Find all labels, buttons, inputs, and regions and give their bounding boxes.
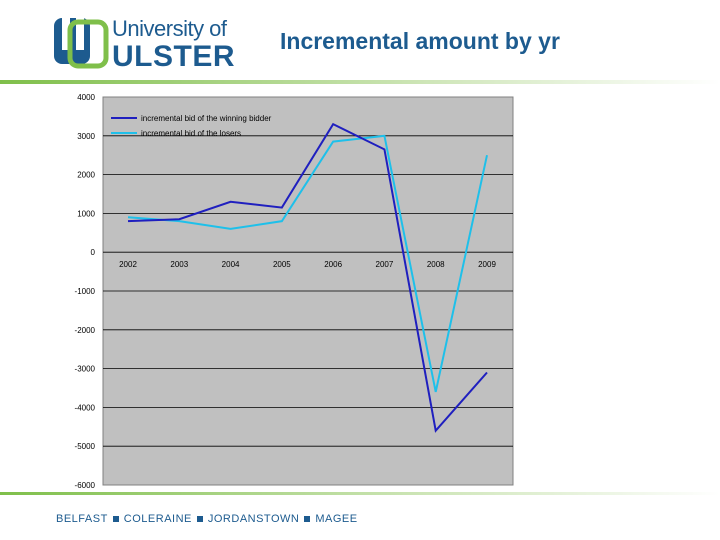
header-divider xyxy=(0,80,720,84)
y-tick-label: -3000 xyxy=(75,365,96,374)
footer-separator xyxy=(304,515,311,522)
y-tick-label: 4000 xyxy=(77,93,95,102)
y-tick-label: -2000 xyxy=(75,326,96,335)
series-line-losers xyxy=(127,134,488,393)
y-tick-label: -4000 xyxy=(75,403,96,412)
y-tick-label: 3000 xyxy=(77,132,95,141)
series-line-winning-bidder xyxy=(127,122,488,433)
y-tick-label: 0 xyxy=(91,248,96,257)
footer-campus-magee: MAGEE xyxy=(315,513,358,525)
legend-label: incremental bid of the losers xyxy=(141,129,241,138)
x-tick-label: 2009 xyxy=(478,260,496,269)
footer-campus-coleraine: COLERAINE xyxy=(123,513,192,525)
footer-campus-jordanstown: JORDANSTOWN xyxy=(207,513,300,525)
campus-footer: BELFAST COLERAINE JORDANSTOWN MAGEE xyxy=(56,513,358,525)
y-tick-label: -6000 xyxy=(75,481,96,490)
y-tick-label: -5000 xyxy=(75,442,96,451)
y-tick-label: -1000 xyxy=(75,287,96,296)
x-tick-label: 2002 xyxy=(119,260,137,269)
footer-divider xyxy=(0,492,720,495)
y-tick-label: 2000 xyxy=(77,171,95,180)
footer-separator xyxy=(112,515,119,522)
x-tick-label: 2003 xyxy=(170,260,188,269)
legend-label: incremental bid of the winning bidder xyxy=(141,114,272,123)
ulster-emblem-icon xyxy=(54,18,109,69)
university-logo: University of ULSTER xyxy=(52,14,235,73)
x-tick-label: 2004 xyxy=(222,260,240,269)
logo-text-university: University of xyxy=(112,16,227,41)
slide-title: Incremental amount by yr xyxy=(280,28,560,54)
x-tick-label: 2006 xyxy=(324,260,342,269)
y-tick-label: 1000 xyxy=(77,209,95,218)
footer-campus-belfast: BELFAST xyxy=(56,513,108,525)
x-tick-label: 2007 xyxy=(376,260,394,269)
x-tick-label: 2008 xyxy=(427,260,445,269)
footer-separator xyxy=(196,515,203,522)
x-tick-label: 2005 xyxy=(273,260,291,269)
logo-text-ulster: ULSTER xyxy=(112,40,235,73)
